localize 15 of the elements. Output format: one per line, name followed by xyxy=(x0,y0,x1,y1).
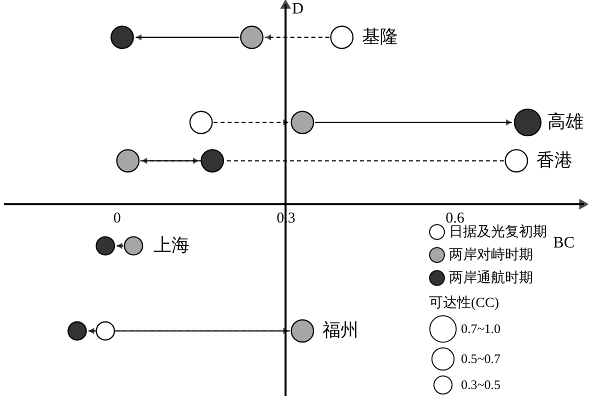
legend-label: 0.7~1.0 xyxy=(461,321,501,336)
y-axis-title: D xyxy=(292,0,304,18)
legend-label: 0.3~0.5 xyxy=(461,377,501,392)
legend-label: 0.5~0.7 xyxy=(461,351,502,366)
x-axis-title: BC xyxy=(553,234,574,252)
x-tick-label: 0 xyxy=(113,210,121,227)
annotation: 香港 xyxy=(536,150,572,170)
legend-label: 日据及光复初期 xyxy=(449,224,547,240)
legend-label: 两岸通航时期 xyxy=(449,270,533,286)
legend-title: 可达性(CC) xyxy=(429,295,500,311)
annotation: 福州 xyxy=(322,320,358,340)
annotation: 高雄 xyxy=(548,111,584,132)
annotation: 基隆 xyxy=(362,26,398,46)
legend-label: 两岸对峙时期 xyxy=(449,247,533,263)
annotation: 上海 xyxy=(154,234,190,255)
